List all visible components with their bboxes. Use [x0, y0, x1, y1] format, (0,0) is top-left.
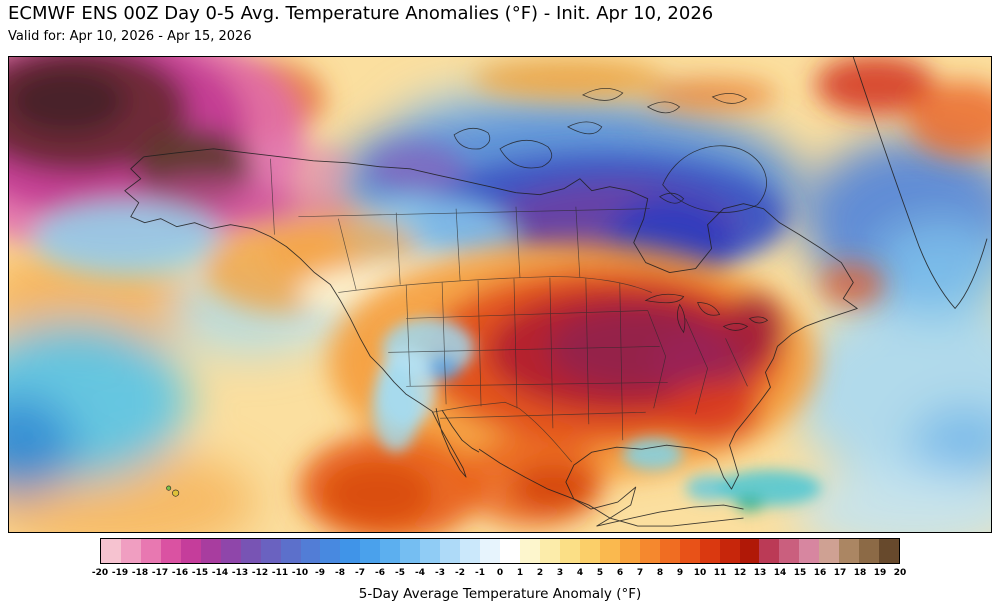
- colorbar-segment: [101, 539, 121, 563]
- colorbar-segment: [200, 539, 221, 563]
- colorbar-tick-label: -14: [211, 568, 229, 578]
- colorbar-segment: [839, 539, 860, 563]
- colorbar-tick-label: 11: [713, 568, 727, 578]
- colorbar-tick-label: 14: [773, 568, 787, 578]
- colorbar-segment: [120, 539, 141, 563]
- colorbar-tick-label: -10: [291, 568, 309, 578]
- colorbar-tick-label: -16: [171, 568, 189, 578]
- colorbar-tick-label: 2: [536, 568, 544, 578]
- map-svg: [9, 57, 991, 532]
- colorbar-segment: [320, 539, 341, 563]
- colorbar-segment: [679, 539, 700, 563]
- colorbar-segment: [500, 539, 521, 563]
- colorbar-tick-label: -19: [111, 568, 129, 578]
- colorbar-tick-label: -3: [435, 568, 445, 578]
- colorbar-tick-label: -1: [475, 568, 485, 578]
- anomaly-field-cool-patches: [372, 318, 822, 513]
- colorbar-segment: [719, 539, 740, 563]
- colorbar-label: 5-Day Average Temperature Anomaly (°F): [358, 586, 642, 602]
- colorbar-tick-label: -11: [271, 568, 289, 578]
- colorbar-tick-label: -2: [455, 568, 465, 578]
- colorbar-tick-label: -8: [335, 568, 345, 578]
- colorbar: [100, 538, 900, 564]
- colorbar-segment: [779, 539, 800, 563]
- colorbar-tick-label: 19: [873, 568, 887, 578]
- colorbar-tick-label: 18: [853, 568, 867, 578]
- colorbar-tick-label: -17: [151, 568, 169, 578]
- arctic-islands: [453, 88, 767, 213]
- colorbar-segment: [559, 539, 580, 563]
- colorbar-tick-label: -18: [131, 568, 149, 578]
- valid-period: Valid for: Apr 10, 2026 - Apr 15, 2026: [8, 29, 252, 44]
- colorbar-segment: [819, 539, 840, 563]
- colorbar-segment: [360, 539, 381, 563]
- colorbar-ticks: -20 -19 -18 -17 -16 -15 -14 -13 -12 -11 -10 -9 -8 -7-…: [92, 568, 906, 580]
- colorbar-segment: [440, 539, 461, 563]
- map-title: ECMWF ENS 00Z Day 0-5 Avg. Temperature A…: [8, 3, 714, 24]
- colorbar-tick-label: 3: [556, 568, 564, 578]
- colorbar-tick-label: -5: [395, 568, 405, 578]
- anomaly-map: [8, 56, 992, 533]
- colorbar-tick-label: -6: [375, 568, 385, 578]
- colorbar-segment: [699, 539, 720, 563]
- colorbar-segment: [799, 539, 820, 563]
- colorbar-tick-label: -13: [231, 568, 249, 578]
- colorbar-tick-label: -20: [91, 568, 109, 578]
- colorbar-segment: [599, 539, 620, 563]
- coastline: [124, 57, 988, 527]
- colorbar-segment: [579, 539, 600, 563]
- colorbar-tick-label: -9: [315, 568, 325, 578]
- hawaii-islands: [166, 485, 180, 497]
- colorbar-segment: [480, 539, 501, 563]
- colorbar-tick-label: -7: [355, 568, 365, 578]
- colorbar-tick-label: -15: [191, 568, 209, 578]
- colorbar-segment: [420, 539, 441, 563]
- colorbar-segment: [380, 539, 401, 563]
- colorbar-segment: [539, 539, 560, 563]
- colorbar-segment: [180, 539, 201, 563]
- colorbar-tick-label: 13: [753, 568, 767, 578]
- colorbar-segment: [879, 539, 899, 563]
- colorbar-segment: [520, 539, 540, 563]
- colorbar-tick-label: 5: [596, 568, 604, 578]
- great-lakes: [644, 293, 769, 334]
- colorbar-segment: [460, 539, 481, 563]
- anomaly-field-medium: [9, 57, 991, 324]
- colorbar-tick-label: 17: [833, 568, 847, 578]
- colorbar-segment: [859, 539, 880, 563]
- colorbar-segment: [220, 539, 241, 563]
- anomaly-field-warm-core: [298, 241, 818, 532]
- colorbar-segment: [659, 539, 680, 563]
- colorbar-tick-label: -4: [415, 568, 425, 578]
- colorbar-segment: [639, 539, 660, 563]
- colorbar-tick-label: 10: [693, 568, 707, 578]
- colorbar-segment: [340, 539, 361, 563]
- colorbar-segment: [240, 539, 261, 563]
- colorbar-segment: [140, 539, 161, 563]
- colorbar-segments: [101, 539, 899, 563]
- colorbar-tick-label: 1: [516, 568, 524, 578]
- colorbar-segment: [260, 539, 281, 563]
- colorbar-segment: [300, 539, 321, 563]
- colorbar-tick-label: 20: [893, 568, 907, 578]
- colorbar-tick-label: 7: [636, 568, 644, 578]
- colorbar-tick-label: 6: [616, 568, 624, 578]
- state-borders: [270, 158, 748, 463]
- colorbar-tick-label: 4: [576, 568, 584, 578]
- colorbar-tick-label: 15: [793, 568, 807, 578]
- colorbar-segment: [619, 539, 640, 563]
- colorbar-tick-label: -12: [251, 568, 269, 578]
- colorbar-tick-label: 9: [676, 568, 684, 578]
- colorbar-tick-label: 0: [496, 568, 504, 578]
- colorbar-tick-label: 8: [656, 568, 664, 578]
- colorbar-tick-label: 16: [813, 568, 827, 578]
- colorbar-segment: [400, 539, 421, 563]
- colorbar-segment: [280, 539, 301, 563]
- colorbar-tick-label: 12: [733, 568, 747, 578]
- colorbar-segment: [739, 539, 760, 563]
- colorbar-segment: [160, 539, 181, 563]
- colorbar-segment: [759, 539, 780, 563]
